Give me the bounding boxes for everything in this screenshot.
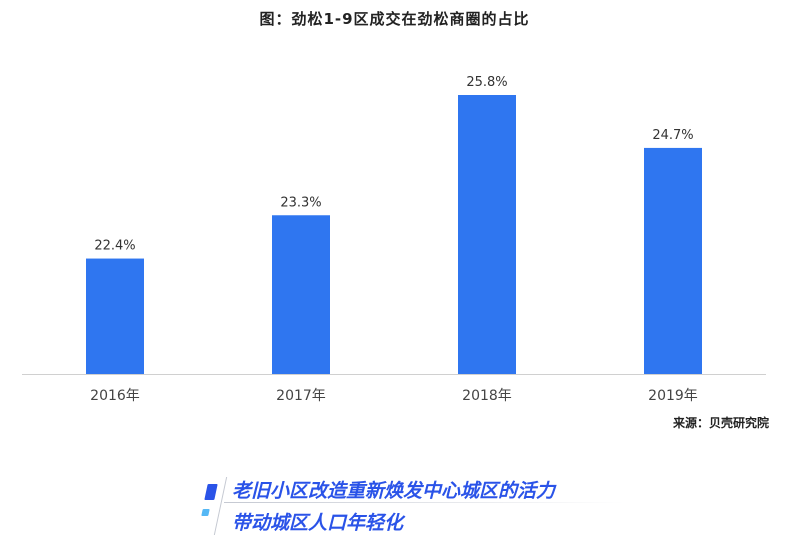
source-note: 来源：贝壳研究院 <box>672 416 769 430</box>
x-tick-label-3: 2018年 <box>462 388 512 404</box>
bar-chart: 22.4% 2016年 23.3% 2017年 25.8% 2018年 24.7% 2019年 <box>22 75 766 404</box>
bar-2 <box>272 215 330 374</box>
x-tick-label-2: 2017年 <box>276 388 326 404</box>
data-label-4: 24.7% <box>652 128 693 143</box>
heading-underline <box>224 502 624 503</box>
heading-line-1: 老旧小区改造重新焕发中心城区的活力 <box>232 480 556 502</box>
data-label-1: 22.4% <box>94 239 135 254</box>
heading-line-2: 带动城区人口年轻化 <box>232 512 404 534</box>
x-tick-label-1: 2016年 <box>90 388 140 404</box>
bar-4 <box>644 147 702 374</box>
bar-3 <box>458 95 516 374</box>
bar-1 <box>86 258 144 374</box>
heading-bar-decoration <box>204 484 218 500</box>
heading-dot-decoration <box>201 509 210 516</box>
chart-title: 图：劲松1-9区成交在劲松商圈的占比 <box>259 10 530 28</box>
data-label-2: 23.3% <box>280 195 321 210</box>
section-heading: 老旧小区改造重新焕发中心城区的活力 带动城区人口年轻化 <box>201 472 632 542</box>
data-label-3: 25.8% <box>466 75 507 90</box>
x-tick-label-4: 2019年 <box>648 388 698 404</box>
